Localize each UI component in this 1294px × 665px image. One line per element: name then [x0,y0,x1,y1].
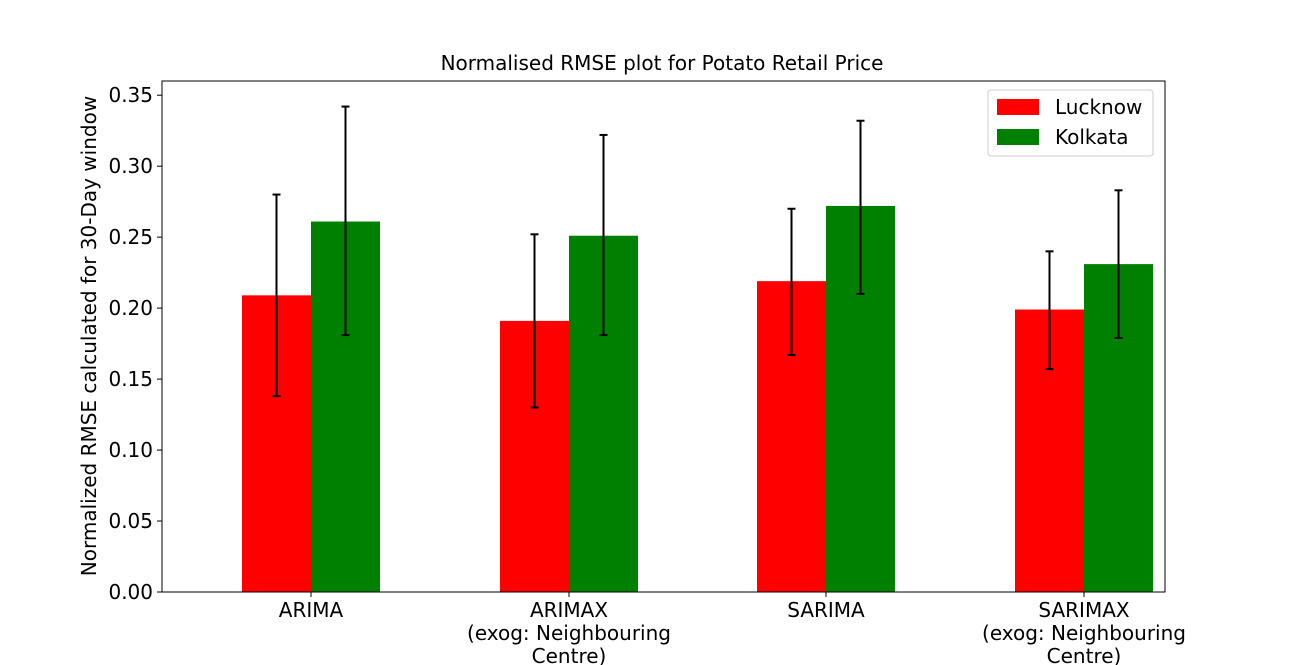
legend: Lucknow Kolkata [987,89,1154,157]
errorbar-kolkata-2 [856,119,865,295]
chart-title: Normalised RMSE plot for Potato Retail P… [441,51,884,75]
x-tick-label: Centre) [1047,644,1122,665]
y-axis: 0.00 0.05 0.10 0.15 0.20 0.25 0.30 0.35 [108,83,162,604]
y-tick-label: 0.20 [108,296,153,320]
y-tick-label: 0.05 [108,509,153,533]
y-tick-label: 0.25 [108,225,153,249]
plot-frame [161,80,1166,593]
errorbar-kolkata-3 [1114,189,1123,339]
x-tick-label: ARIMAX [530,598,608,622]
x-tick-label: (exog: Neighbouring [982,621,1186,645]
y-tick-label: 0.30 [108,154,153,178]
x-tick-label: (exog: Neighbouring [467,621,671,645]
errorbar-lucknow-0 [272,193,281,398]
errorbar-kolkata-1 [599,133,608,337]
bars-layer [242,205,1153,592]
legend-swatch-lucknow [997,99,1039,115]
y-tick-label: 0.10 [108,438,153,462]
x-tick-label: SARIMA [787,598,865,622]
errorbar-lucknow-2 [787,207,796,356]
errorbar-lucknow-3 [1045,250,1054,371]
x-tick-label: ARIMA [279,598,344,622]
y-tick-label: 0.15 [108,367,153,391]
legend-label-kolkata: Kolkata [1055,125,1129,149]
x-tick-label: Centre) [532,644,607,665]
y-tick-label: 0.35 [108,83,153,107]
errorbars-layer [272,105,1123,409]
x-tick-label: SARIMAX [1038,598,1129,622]
x-axis: ARIMA ARIMAX(exog: NeighbouringCentre)SAR… [279,592,1186,665]
y-tick-label: 0.00 [108,580,153,604]
legend-label-lucknow: Lucknow [1055,95,1142,119]
legend-swatch-kolkata [997,129,1039,145]
errorbar-lucknow-1 [530,233,539,409]
y-axis-label: Normalized RMSE calculated for 30-Day wi… [77,96,101,576]
errorbar-kolkata-0 [341,105,350,337]
